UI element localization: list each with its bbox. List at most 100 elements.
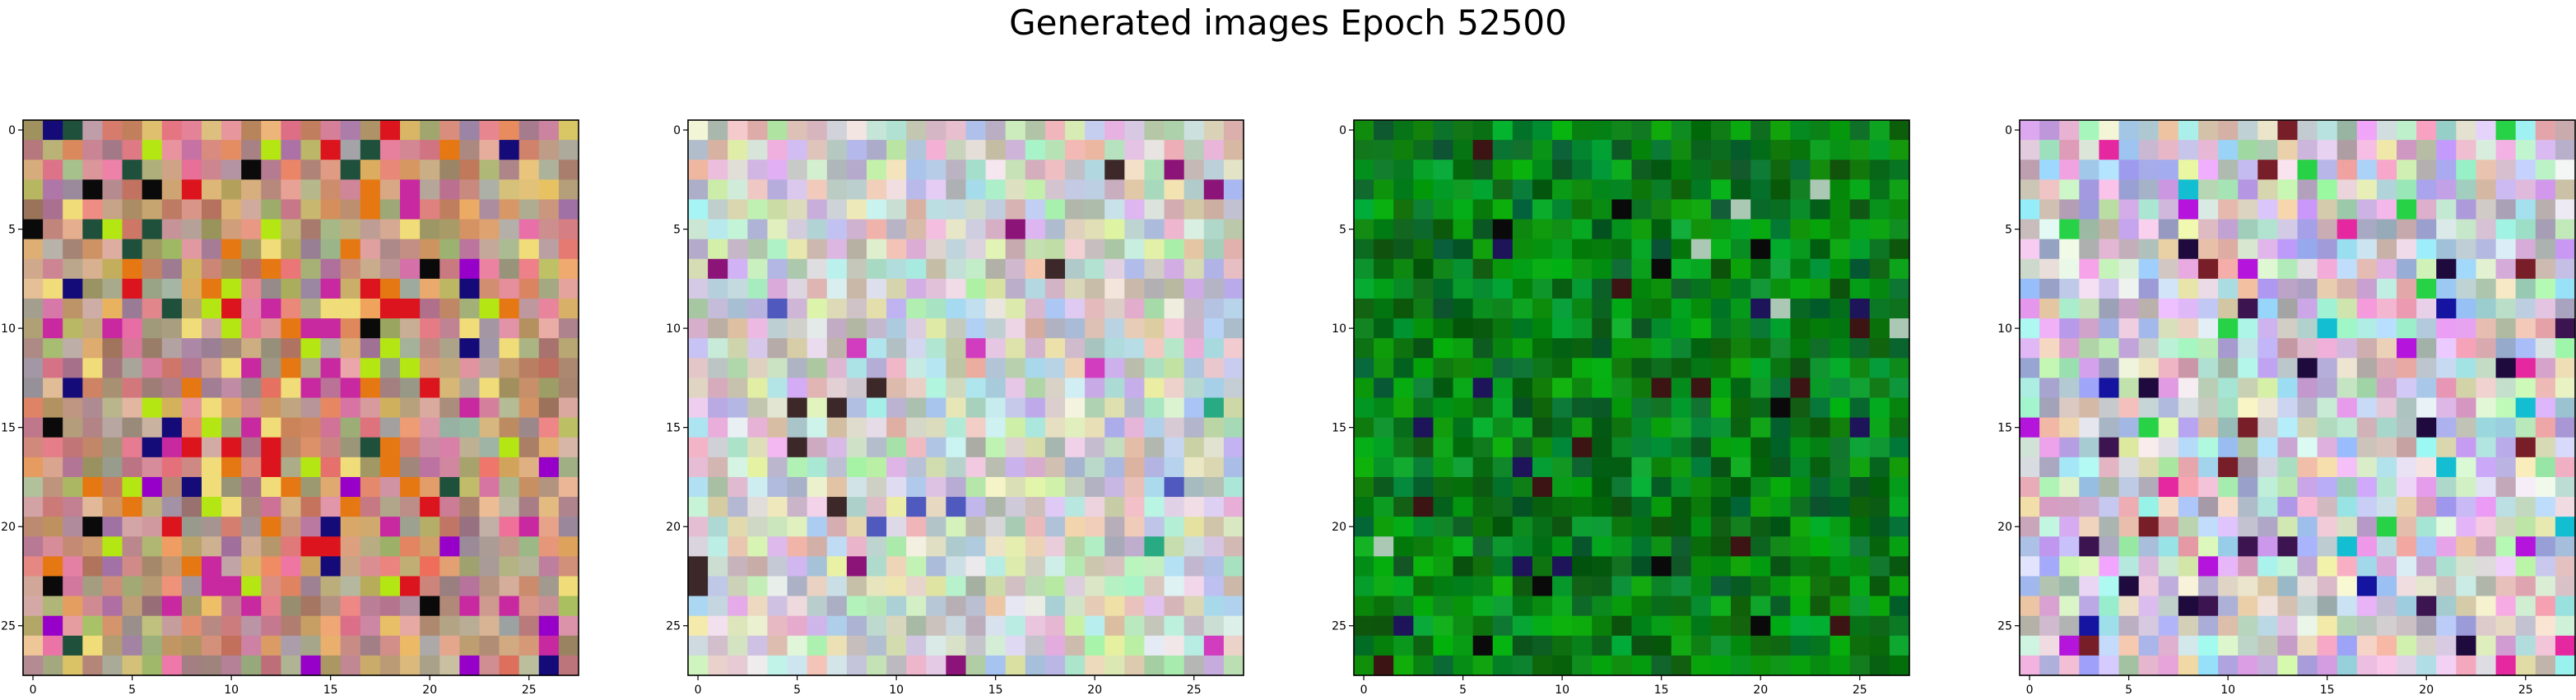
pixel-cell <box>1690 556 1712 577</box>
pixel-cell <box>2138 417 2160 438</box>
pixel-cell <box>1671 160 1692 180</box>
pixel-cell <box>538 239 560 260</box>
pixel-cell <box>518 219 540 240</box>
pixel-cell <box>886 338 907 359</box>
pixel-cell <box>261 378 281 399</box>
pixel-cell <box>1144 655 1165 676</box>
pixel-cell <box>767 476 788 498</box>
pixel-cell <box>1025 140 1046 160</box>
pixel-cell <box>886 219 907 240</box>
pixel-cell <box>82 437 104 458</box>
pixel-cell <box>1651 358 1672 378</box>
pixel-cell <box>1492 596 1514 617</box>
pixel-cell <box>2317 318 2338 339</box>
pixel-cell <box>2099 596 2120 617</box>
pixel-cell <box>281 258 302 280</box>
pixel-cell <box>965 140 987 160</box>
pixel-cell <box>102 476 123 498</box>
pixel-cell <box>1849 160 1871 180</box>
pixel-cell <box>1044 596 1066 617</box>
pixel-cell <box>2515 239 2536 260</box>
pixel-cell <box>2317 576 2338 597</box>
pixel-cell <box>886 417 907 438</box>
pixel-cell <box>1710 397 1732 419</box>
pixel-cell <box>688 160 709 180</box>
pixel-cell <box>1203 437 1225 458</box>
pixel-cell <box>767 397 788 419</box>
pixel-cell <box>926 556 946 577</box>
pixel-cell <box>1144 635 1165 656</box>
pixel-cell <box>2178 318 2199 339</box>
pixel-cell <box>122 556 143 577</box>
pixel-cell <box>201 358 222 378</box>
pixel-cell <box>1164 576 1185 597</box>
pixel-cell <box>1830 318 1851 339</box>
pixel-cell <box>1631 437 1653 458</box>
pixel-cell <box>2039 239 2060 260</box>
pixel-cell <box>2020 160 2040 180</box>
pixel-cell <box>459 179 481 201</box>
pixel-cell <box>1183 278 1205 299</box>
pixel-cell <box>1849 536 1871 557</box>
pixel-cell <box>1453 615 1474 637</box>
pixel-cell <box>1433 179 1454 201</box>
pixel-cell <box>360 517 381 537</box>
pixel-cell <box>1124 517 1146 537</box>
pixel-cell <box>1223 140 1244 160</box>
pixel-cell <box>2099 318 2120 339</box>
pixel-cell <box>2337 556 2358 577</box>
pixel-cell <box>2079 358 2100 378</box>
pixel-cell <box>965 497 987 517</box>
pixel-cell <box>2535 556 2556 577</box>
pixel-cell <box>2376 258 2397 280</box>
pixel-cell <box>1651 556 1672 577</box>
pixel-cell <box>1770 338 1791 359</box>
pixel-cell <box>1472 120 1494 141</box>
pixel-cell <box>2178 258 2199 280</box>
pixel-cell <box>985 199 1007 220</box>
pixel-cell <box>866 278 887 299</box>
pixel-cell <box>1830 417 1851 438</box>
pixel-cell <box>1453 655 1474 676</box>
pixel-cell <box>2515 457 2536 478</box>
pixel-cell <box>538 536 560 557</box>
pixel-cell <box>241 457 262 478</box>
pixel-cell <box>2218 298 2239 319</box>
pixel-cell <box>747 635 769 656</box>
pixel-cell <box>1889 239 1910 260</box>
pixel-cell <box>2495 437 2517 458</box>
pixel-cell <box>1104 615 1125 637</box>
pixel-cell <box>846 635 867 656</box>
pixel-cell <box>1124 160 1146 180</box>
pixel-cell <box>2020 358 2040 378</box>
pixel-cell <box>2079 278 2100 299</box>
pixel-cell <box>340 140 361 160</box>
pixel-cell <box>2356 417 2378 438</box>
pixel-cell <box>1651 457 1672 478</box>
pixel-cell <box>747 536 769 557</box>
pixel-cell <box>728 258 748 280</box>
pixel-cell <box>2178 140 2199 160</box>
pixel-cell <box>379 120 401 141</box>
pixel-cell <box>241 338 262 359</box>
pixel-cell <box>379 338 401 359</box>
pixel-cell <box>985 437 1007 458</box>
pixel-cell <box>320 219 342 240</box>
pixel-cell <box>1025 338 1046 359</box>
pixel-cell <box>1044 556 1066 577</box>
pixel-cell <box>708 239 728 260</box>
pixel-cell <box>1393 179 1414 201</box>
pixel-cell <box>1572 457 1593 478</box>
pixel-cell <box>340 517 361 537</box>
pixel-cell <box>926 596 946 617</box>
pixel-cell <box>2257 338 2278 359</box>
pixel-cell <box>2197 358 2219 378</box>
pixel-cell <box>23 556 44 577</box>
pixel-cell <box>1492 258 1514 280</box>
pixel-cell <box>281 219 302 240</box>
pixel-cell <box>1374 437 1394 458</box>
pixel-cell <box>807 476 828 498</box>
pixel-cell <box>499 239 520 260</box>
pixel-cell <box>201 517 222 537</box>
pixel-cell <box>1472 517 1494 537</box>
